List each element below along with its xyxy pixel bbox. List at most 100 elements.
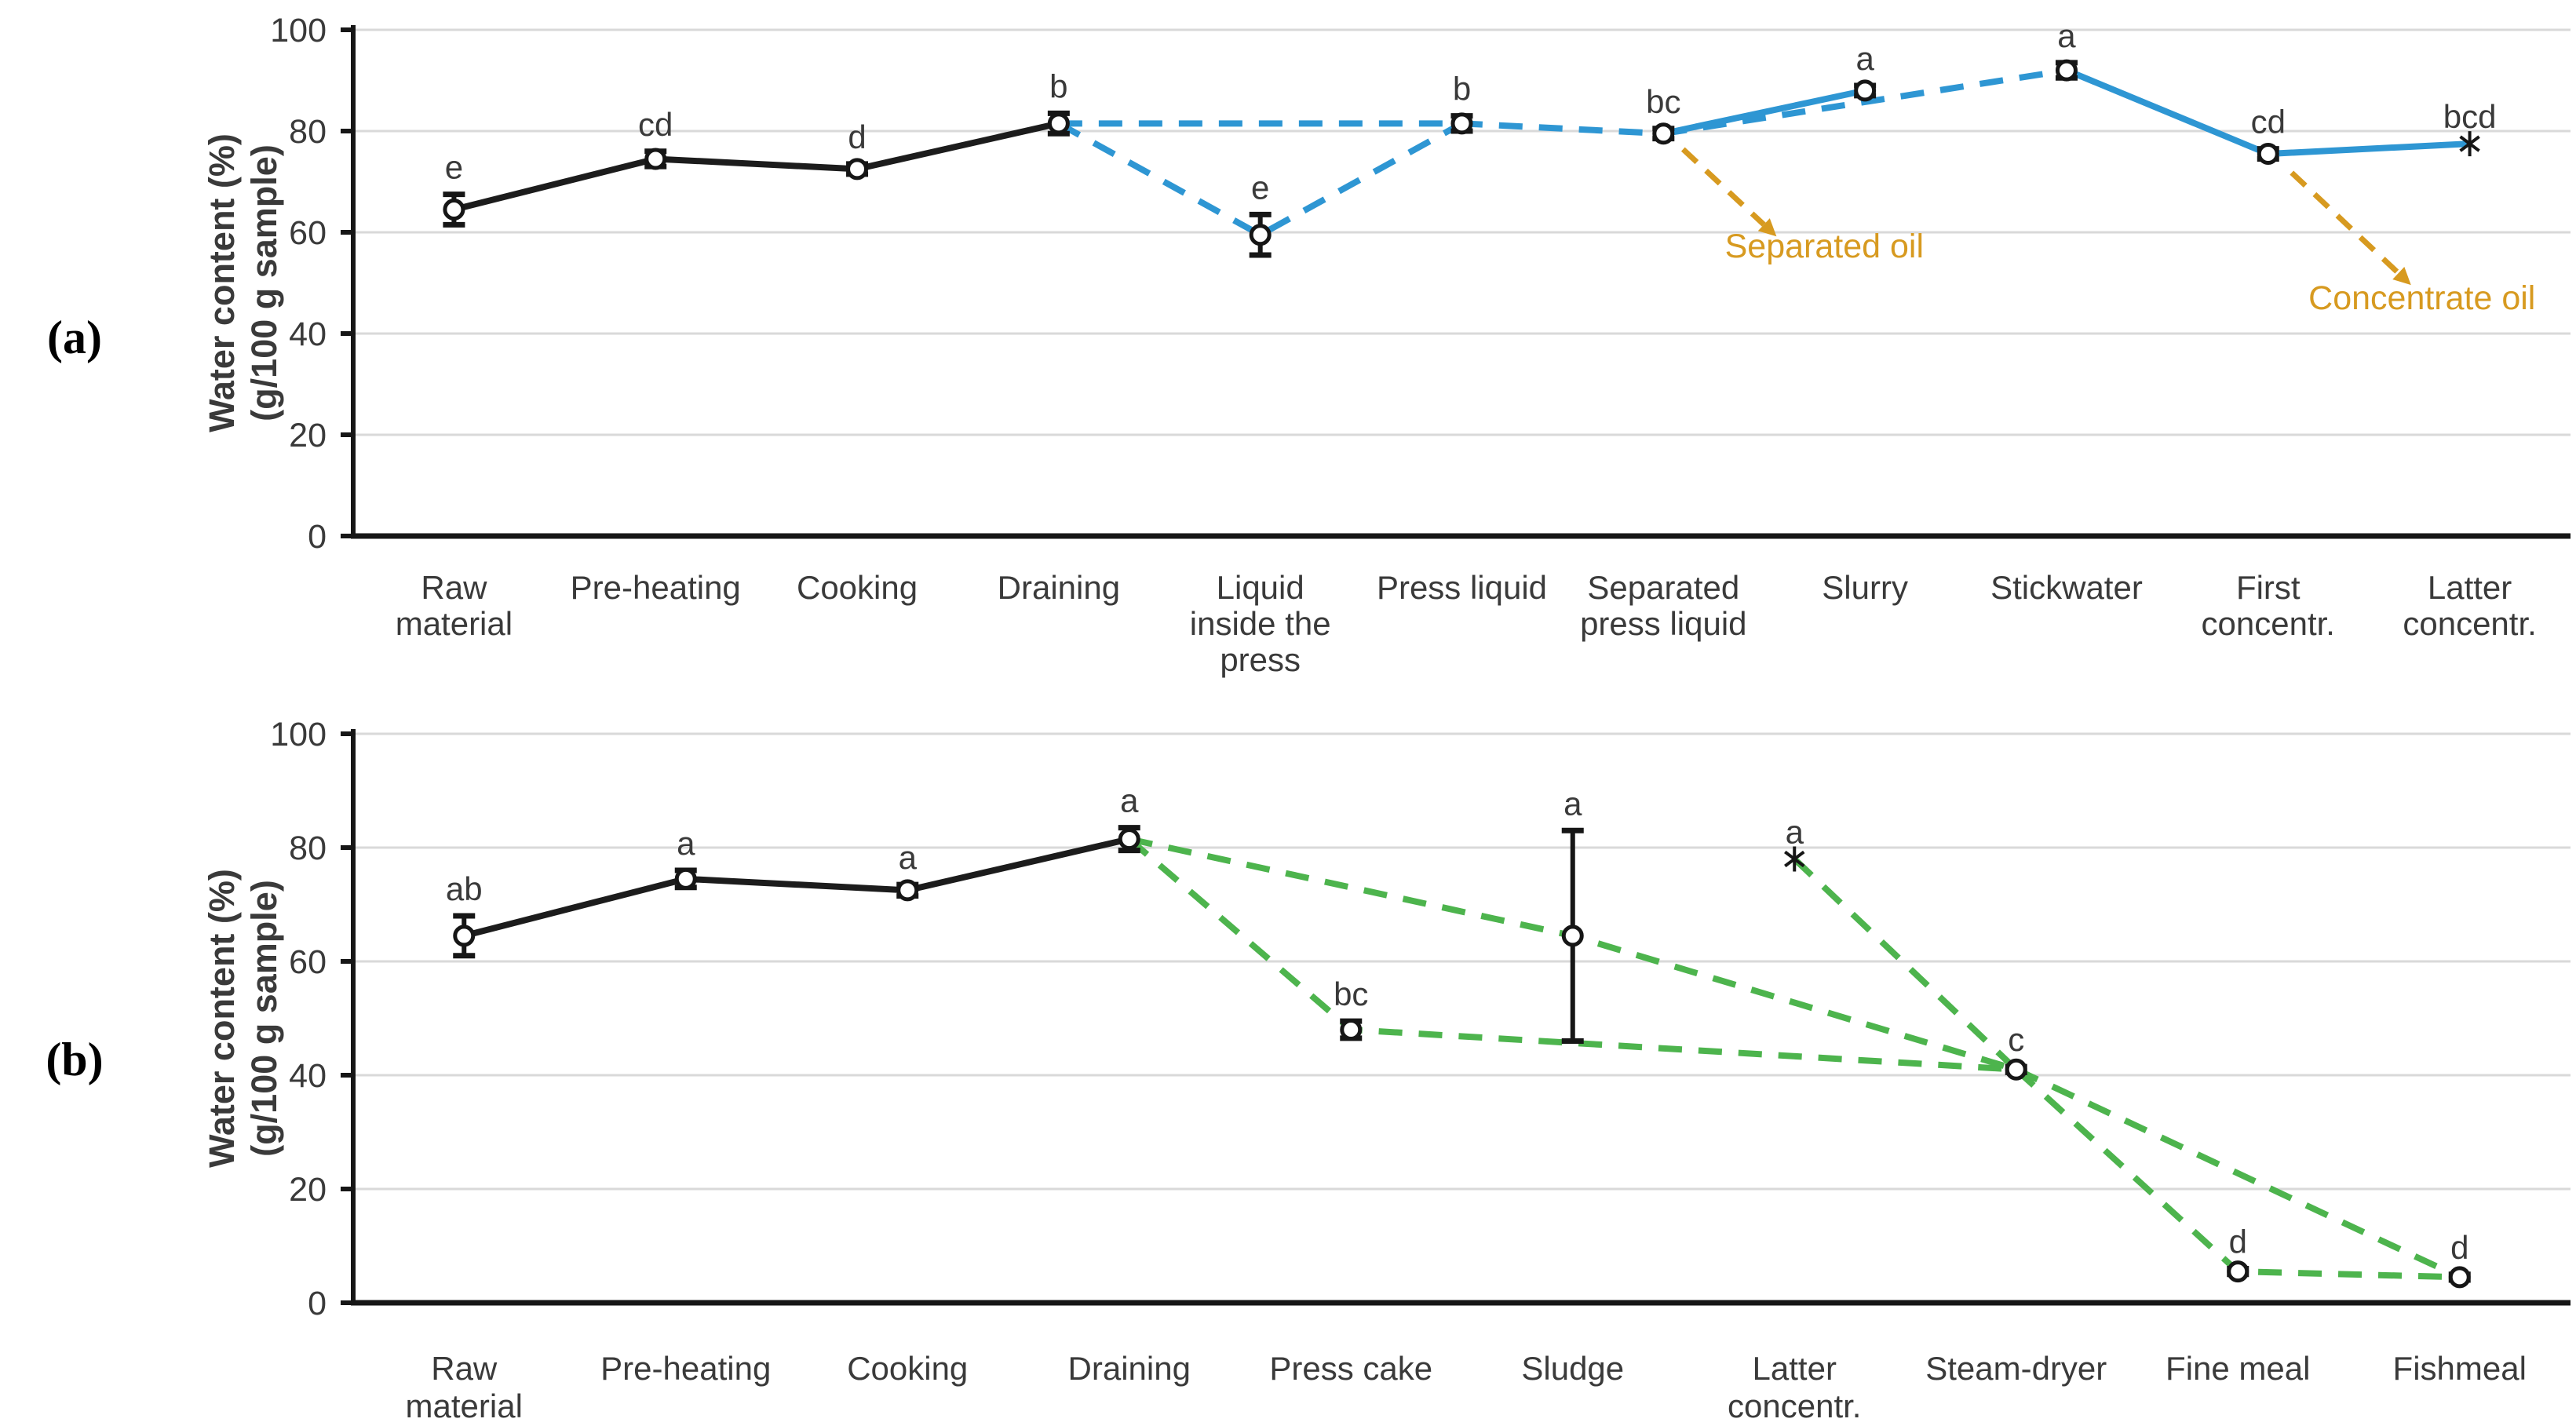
x-category-label: Pre-heating [571, 569, 741, 606]
x-category-label: Raw [421, 569, 487, 606]
series-segment [453, 120, 1060, 213]
x-category-label: Raw [431, 1350, 498, 1387]
x-category-label: concentr. [1728, 1388, 1861, 1424]
x-category-label: Stickwater [1990, 569, 2143, 606]
x-category-label: press liquid [1580, 605, 1746, 642]
y-axis-title: Water content (%) [202, 133, 242, 432]
data-point-marker [674, 867, 697, 890]
significance-letter: a [1563, 785, 1582, 822]
data-point-marker [2005, 1058, 2027, 1081]
significance-letter: c [2008, 1021, 2024, 1058]
annotation-arrowhead [2392, 267, 2411, 286]
data-point-marker [443, 198, 465, 221]
significance-letter: d [2450, 1229, 2468, 1266]
x-category-label: Liquid [1217, 569, 1304, 606]
significance-letter: ab [446, 870, 483, 907]
x-category-label: Latter [2428, 569, 2512, 606]
significance-letter: cd [638, 106, 673, 143]
x-category-label: press [1220, 641, 1301, 678]
annotation-arrow [1680, 147, 1766, 227]
x-category-label: material [406, 1388, 523, 1424]
y-tick-label: 20 [289, 1171, 327, 1209]
x-category-label: Separated [1587, 569, 1739, 606]
significance-letter: a [677, 825, 695, 862]
y-axis-title: (g/100 g sample) [244, 880, 284, 1157]
significance-letter: d [848, 119, 866, 155]
y-tick-label: 80 [289, 113, 327, 151]
x-category-label: inside the [1190, 605, 1331, 642]
data-point-marker [896, 879, 919, 902]
significance-letter: e [445, 149, 463, 186]
y-tick-label: 0 [308, 518, 327, 556]
significance-letter: a [899, 839, 918, 876]
y-tick-label: 60 [289, 943, 327, 981]
data-point-marker [453, 925, 476, 947]
significance-letter: bcd [2443, 98, 2497, 135]
x-category-label: Pre-heating [600, 1350, 771, 1387]
data-point-marker [1854, 79, 1877, 102]
x-category-label: Cooking [797, 569, 918, 606]
data-point-marker [1118, 828, 1140, 851]
x-category-label: material [396, 605, 513, 642]
significance-letter: b [1453, 71, 1471, 108]
significance-letter: e [1251, 169, 1269, 206]
x-category-label: concentr. [2403, 605, 2536, 642]
data-point-marker [1047, 112, 1070, 135]
data-point-marker [1249, 224, 1272, 246]
data-point-marker [2227, 1260, 2249, 1283]
y-tick-label: 40 [289, 1057, 327, 1095]
panel-letter: (b) [46, 1034, 103, 1085]
x-category-label: Fine meal [2166, 1350, 2310, 1387]
x-category-label: Latter [1753, 1350, 1837, 1387]
x-category-label: Draining [1068, 1350, 1191, 1387]
data-point-marker [846, 158, 869, 181]
annotation-label: Separated oil [1725, 228, 1924, 265]
y-tick-label: 0 [308, 1285, 327, 1322]
series-segment [1792, 856, 2019, 1072]
x-category-label: Fishmeal [2393, 1350, 2527, 1387]
x-category-label: Draining [998, 569, 1120, 606]
data-point-marker [1652, 122, 1675, 145]
y-axis-title: (g/100 g sample) [244, 144, 284, 421]
x-category-label: Slurry [1822, 569, 1908, 606]
data-point-marker [1450, 112, 1473, 135]
data-point-marker [1561, 925, 1584, 947]
annotation-label: Concentrate oil [2308, 279, 2535, 317]
x-category-label: Press liquid [1377, 569, 1547, 606]
x-category-label: Press cake [1269, 1350, 1432, 1387]
significance-letter: d [2229, 1224, 2247, 1260]
data-point-marker [2448, 1266, 2471, 1289]
data-point-marker [2257, 143, 2279, 166]
data-point-marker [2459, 135, 2480, 152]
x-category-label: Steam-dryer [1925, 1350, 2107, 1387]
significance-letter: bc [1646, 83, 1680, 120]
x-category-label: First [2236, 569, 2301, 606]
significance-letter: cd [2251, 104, 2286, 140]
data-point-marker [1340, 1019, 1363, 1041]
x-category-label: concentr. [2202, 605, 2335, 642]
y-tick-label: 80 [289, 830, 327, 867]
series-segment [1662, 67, 2067, 137]
y-tick-label: 100 [270, 716, 327, 753]
significance-letter: bc [1334, 976, 1368, 1012]
data-point-marker [2055, 59, 2078, 82]
significance-letter: a [1855, 40, 1874, 77]
significance-letter: b [1049, 67, 1067, 104]
series-segment [2015, 1067, 2461, 1280]
data-point-marker [644, 148, 667, 170]
significance-letter: a [1786, 814, 1804, 851]
y-tick-label: 60 [289, 214, 327, 252]
significance-letter: a [2057, 17, 2076, 54]
y-tick-label: 20 [289, 417, 327, 454]
series-segment [463, 836, 1130, 939]
y-tick-label: 100 [270, 12, 327, 49]
y-tick-label: 40 [289, 315, 327, 353]
significance-letter: a [1120, 782, 1139, 819]
annotation-arrow [2290, 170, 2401, 275]
series-segment [1662, 87, 1866, 137]
data-point-marker [1784, 850, 1805, 868]
panel-letter: (a) [47, 312, 102, 363]
